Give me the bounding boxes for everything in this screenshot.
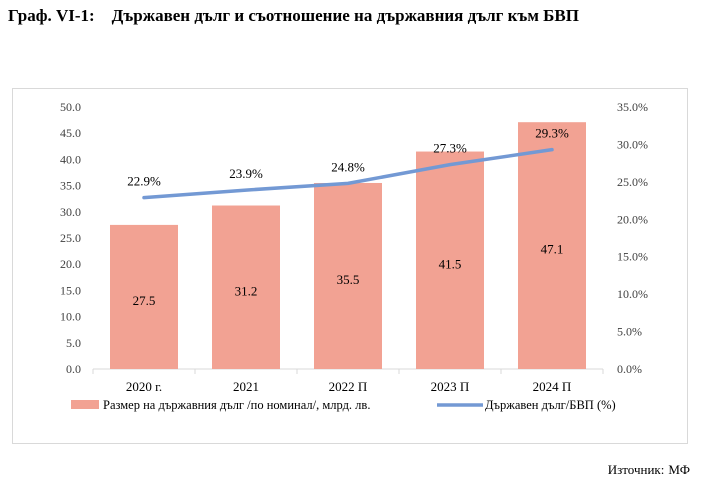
bar xyxy=(314,182,382,369)
line-point xyxy=(245,189,247,191)
x-tick-label: 2020 г. xyxy=(126,379,162,394)
bar-value-label: 41.5 xyxy=(439,256,462,271)
y-right-tick-label: 30.0% xyxy=(617,137,648,151)
bar xyxy=(518,122,586,369)
y-right-tick-label: 20.0% xyxy=(617,212,648,226)
y-left-tick-label: 40.0 xyxy=(60,152,81,166)
y-right-tick-label: 15.0% xyxy=(617,250,648,264)
line-value-label: 24.8% xyxy=(331,159,365,174)
y-right-tick-label: 10.0% xyxy=(617,287,648,301)
line-value-label: 22.9% xyxy=(127,174,161,189)
x-tick-label: 2022 П xyxy=(329,379,368,394)
line-point xyxy=(449,164,451,166)
line-point xyxy=(551,149,553,151)
bar xyxy=(212,205,280,369)
y-left-tick-label: 50.0 xyxy=(60,100,81,114)
y-left-tick-label: 5.0 xyxy=(66,336,81,350)
y-left-tick-label: 25.0 xyxy=(60,231,81,245)
line-point xyxy=(143,197,145,199)
bar-value-label: 31.2 xyxy=(235,283,258,298)
source-label: Източник: xyxy=(607,462,665,477)
source-note: Източник: МФ xyxy=(604,462,690,478)
y-right-tick-label: 0.0% xyxy=(617,362,642,376)
bar-value-label: 35.5 xyxy=(337,272,360,287)
bar xyxy=(110,224,178,369)
line-value-label: 27.3% xyxy=(433,141,467,156)
y-right-tick-label: 35.0% xyxy=(617,100,648,114)
bar-value-label: 47.1 xyxy=(541,242,564,257)
source-value: МФ xyxy=(668,462,690,477)
legend-label-line: Държавен дълг/БВП (%) xyxy=(485,398,616,412)
y-left-tick-label: 20.0 xyxy=(60,257,81,271)
chart-svg: 0.0 5.0 10.0 15.0 20.0 25.0 30.0 35.0 40.0 45.0 50… xyxy=(60,100,648,412)
line-value-label: 23.9% xyxy=(229,166,263,181)
x-tick-label: 2024 П xyxy=(533,379,572,394)
y-right-tick-label: 5.0% xyxy=(617,325,642,339)
bar xyxy=(416,151,484,369)
bar-value-label: 27.5 xyxy=(133,293,156,308)
y-left-tick-label: 45.0 xyxy=(60,126,81,140)
y-left-tick-label: 30.0 xyxy=(60,205,81,219)
line-value-label: 29.3% xyxy=(535,126,569,141)
line-point xyxy=(347,182,349,184)
legend-swatch-bar xyxy=(71,400,99,409)
x-tick-label: 2023 П xyxy=(431,379,470,394)
chart-area: 0.0 5.0 10.0 15.0 20.0 25.0 30.0 35.0 40.0 45.0 50… xyxy=(12,88,688,444)
page-title: Граф. VI-1: Държавен дълг и съотношение … xyxy=(8,6,579,25)
y-right-tick-label: 25.0% xyxy=(617,175,648,189)
y-left-tick-label: 35.0 xyxy=(60,179,81,193)
y-left-tick-label: 15.0 xyxy=(60,283,81,297)
legend-label-bar: Размер на държавния дълг /по номинал/, м… xyxy=(103,398,370,412)
y-left-tick-label: 10.0 xyxy=(60,310,81,324)
x-tick-label: 2021 xyxy=(233,379,259,394)
y-left-tick-label: 0.0 xyxy=(66,362,81,376)
